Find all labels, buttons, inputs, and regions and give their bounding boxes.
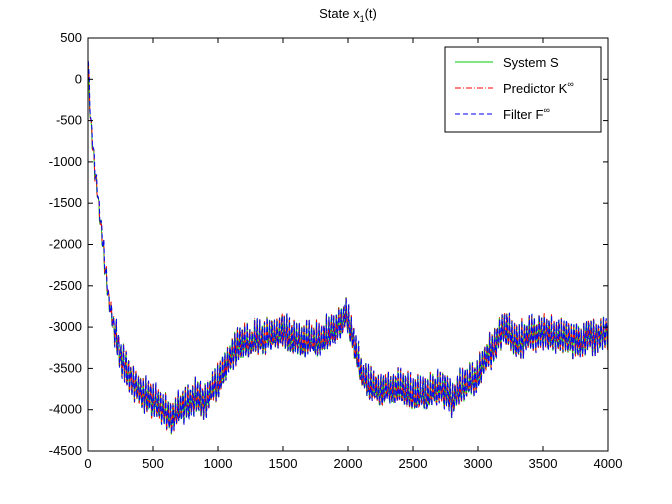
y-tick-label: -1500 <box>49 195 82 210</box>
y-tick-label: 0 <box>75 71 82 86</box>
legend-label-filter: Filter F∞ <box>503 105 550 122</box>
ticks-layer: 0 500 1000 1500 2000 2500 3000 3500 4000 500 0 -500… <box>49 30 623 471</box>
y-tick-label: -2500 <box>49 278 82 293</box>
x-tick-label: 2500 <box>399 456 428 471</box>
y-tick-label: -1000 <box>49 154 82 169</box>
x-tick-label: 1000 <box>204 456 233 471</box>
y-tick-label: -3000 <box>49 319 82 334</box>
legend-label-system-text: System S <box>503 55 559 70</box>
legend-label-predictor: Predictor K∞ <box>503 79 574 96</box>
chart-title: State x1(t) <box>319 6 377 24</box>
series-filter-line <box>87 60 609 434</box>
legend: System S Predictor K∞ Filter F∞ <box>444 46 602 133</box>
legend-label-system: System S <box>503 55 559 70</box>
legend-box <box>444 46 602 133</box>
chart-title-tail: (t) <box>365 6 377 21</box>
chart-title-subscript: 1 <box>360 14 365 24</box>
series-layer <box>87 60 609 435</box>
x-tick-label: 500 <box>142 456 164 471</box>
x-tick-label: 3500 <box>529 456 558 471</box>
y-tick-label: -2000 <box>49 237 82 252</box>
chart-title-main: State x <box>319 6 360 21</box>
legend-label-filter-text: Filter F <box>503 107 544 122</box>
y-tick-label: -3500 <box>49 360 82 375</box>
x-tick-label: 1500 <box>269 456 298 471</box>
y-tick-label: -4000 <box>49 402 82 417</box>
x-tick-label: 2000 <box>334 456 363 471</box>
legend-label-predictor-sup: ∞ <box>567 79 573 89</box>
legend-label-predictor-text: Predictor K <box>503 81 568 96</box>
legend-label-filter-sup: ∞ <box>543 105 549 115</box>
y-tick-label: -4500 <box>49 443 82 458</box>
x-tick-label: 3000 <box>464 456 493 471</box>
y-tick-label: -500 <box>56 113 82 128</box>
y-tick-label: 500 <box>60 30 82 45</box>
x-tick-label: 4000 <box>594 456 623 471</box>
x-tick-label: 0 <box>84 456 91 471</box>
